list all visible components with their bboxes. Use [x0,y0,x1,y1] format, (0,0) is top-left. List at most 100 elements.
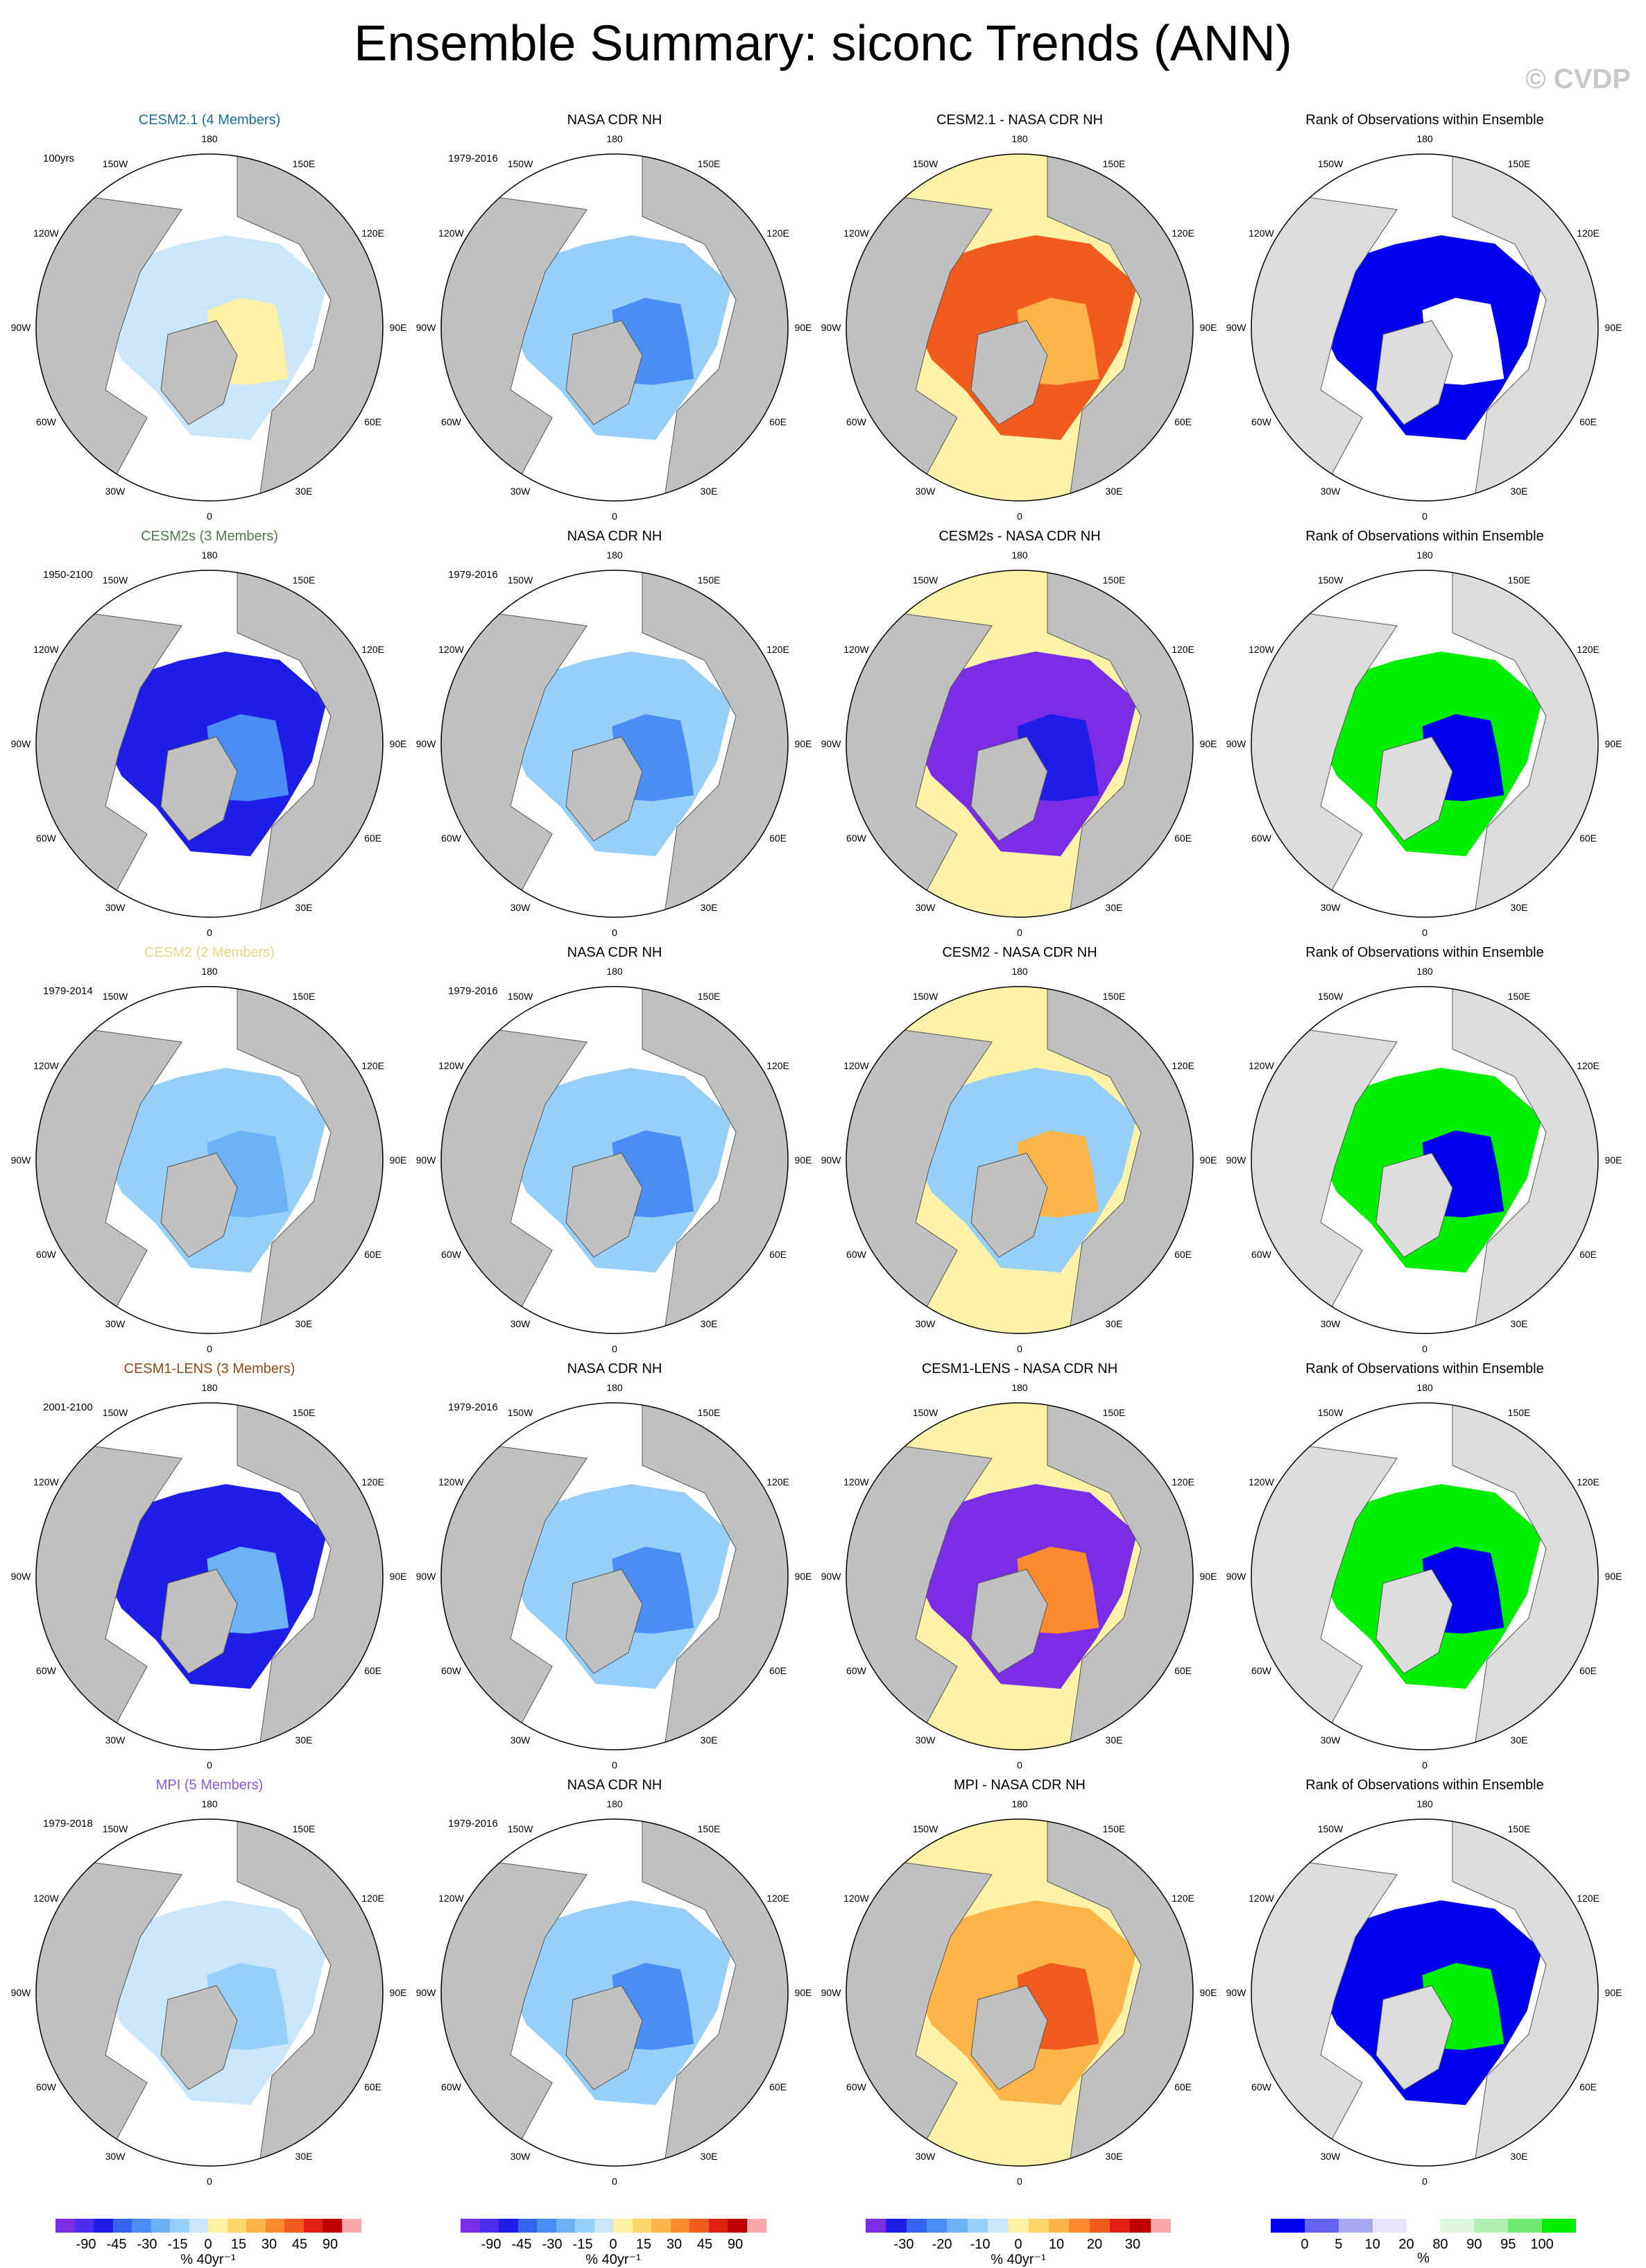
polar-stereographic-map [1251,570,1599,918]
longitude-label: 150W [102,991,128,1003]
polar-stereographic-map [440,986,789,1334]
panel-title: CESM2.1 (4 Members) [138,112,281,128]
colorbar-tick-label: 100 [1530,2237,1554,2252]
longitude-label: 0 [612,1343,617,1354]
eurasia-landmass [237,987,383,1333]
polar-stereographic-map [440,1818,789,2167]
map-panel-ensemble: CESM2 (2 Members) 1979-2014 180 150E 120E 90E… [8,945,411,1361]
eurasia-landmass [237,1819,383,2166]
longitude-label: 30W [1320,1318,1341,1329]
longitude-label: 60W [441,2081,461,2092]
map-border [1251,986,1599,1334]
longitude-label: 90W [10,1987,31,1998]
longitude-label: 90E [1199,1154,1217,1166]
longitude-label: 30W [915,2150,936,2162]
colorbar-swatch [594,2219,614,2233]
longitude-label: 180 [1416,133,1433,144]
longitude-label: 150E [1102,991,1126,1003]
map-border [35,1818,384,2167]
longitude-label: 120E [1577,1060,1600,1071]
longitude-label: 150W [1317,158,1344,170]
longitude-label: 180 [606,1798,623,1809]
period-label: 1979-2016 [448,1401,498,1413]
colorbar-swatch [728,2219,747,2233]
longitude-label: 150E [1102,1407,1126,1419]
polar-stereographic-map [35,1402,384,1750]
longitude-label: 120E [361,1476,384,1487]
panel-title: Rank of Observations within Ensemble [1305,529,1544,544]
colorbar-tick-label: -90 [76,2237,96,2252]
longitude-label: 180 [606,966,623,977]
longitude-label: 120E [766,1476,789,1487]
longitude-label: 0 [612,927,617,938]
longitude-label: 30E [295,1318,313,1329]
longitude-label: 120W [33,228,59,239]
colorbar-swatch [461,2219,480,2233]
panel-title: MPI (5 Members) [155,1777,264,1793]
longitude-label: 120W [33,1060,59,1071]
colorbar-tick-label: 10 [1048,2237,1065,2252]
longitude-label: 60E [364,833,382,844]
colorbar-swatch [1338,2219,1373,2233]
colorbar-swatch [988,2219,1009,2233]
longitude-label: 60E [1174,2081,1192,2092]
colorbar-swatch [866,2219,886,2233]
colorbar-swatch [303,2219,323,2233]
colorbar-swatch [189,2219,209,2233]
longitude-label: 120W [438,228,464,239]
eurasia-landmass [1452,154,1598,501]
longitude-label: 90E [389,738,407,749]
longitude-label: 60W [846,833,866,844]
greenland-landmass [565,1569,643,1674]
colorbar-tick-label: 30 [666,2237,683,2252]
colorbar-swatch [112,2219,132,2233]
colorbar-swatch [927,2219,948,2233]
period-label: 1979-2018 [43,1818,93,1830]
longitude-label: 180 [1416,966,1433,977]
longitude-label: 150E [292,991,316,1003]
longitude-label: 90W [415,1987,436,1998]
colorbar-tick-label: 20 [1398,2237,1414,2252]
longitude-label: 90E [389,1571,407,1582]
longitude-label: 60E [769,1665,787,1676]
colorbar-swatch [55,2219,75,2233]
colorbar-tick-label: -45 [106,2237,127,2252]
colorbar-swatch [499,2219,518,2233]
colorbar-swatch [1271,2219,1305,2233]
polar-stereographic-map [1251,1818,1599,2167]
longitude-label: 60E [769,1249,787,1260]
longitude-label: 180 [1011,1798,1028,1809]
longitude-label: 60E [769,416,787,427]
longitude-label: 60W [441,1249,461,1260]
colorbar-swatch [479,2219,499,2233]
longitude-label: 30W [915,485,936,497]
polar-stereographic-map [440,1402,789,1750]
longitude-label: 180 [1011,133,1028,144]
longitude-label: 60W [36,416,56,427]
colorbar-swatch [670,2219,690,2233]
map-panel-diff: CESM2s - NASA CDR NH 180 150E 120E 90E 60E 30E… [818,529,1221,945]
panel-title: NASA CDR NH [567,112,662,128]
map-panel-ensemble: CESM1-LENS (3 Members) 2001-2100 180 150E 12… [8,1361,411,1777]
longitude-label: 150E [292,1823,316,1835]
longitude-label: 150E [292,1407,316,1419]
longitude-label: 150E [1102,1823,1126,1835]
longitude-label: 60E [1174,1249,1192,1260]
longitude-label: 120E [766,644,789,655]
colorbar: -90 -45 -30 -15 0 15 30 45 90 % 40yr⁻¹ [461,2219,766,2267]
colorbar-swatch [1440,2219,1475,2233]
longitude-label: 30E [1510,901,1528,913]
longitude-label: 150E [292,158,316,170]
period-label: 1979-2016 [448,153,498,164]
eurasia-landmass [1047,154,1193,501]
longitude-label: 60E [1174,1665,1192,1676]
longitude-label: 120W [843,228,869,239]
longitude-label: 150W [507,991,533,1003]
polar-stereographic-map [1251,1402,1599,1750]
longitude-label: 30E [700,2150,718,2162]
longitude-label: 60E [1579,1249,1597,1260]
longitude-label: 0 [207,2176,212,2187]
colorbar-swatch [227,2219,247,2233]
panel-title: CESM2 - NASA CDR NH [942,945,1097,960]
panel-title: Rank of Observations within Ensemble [1305,1361,1544,1376]
